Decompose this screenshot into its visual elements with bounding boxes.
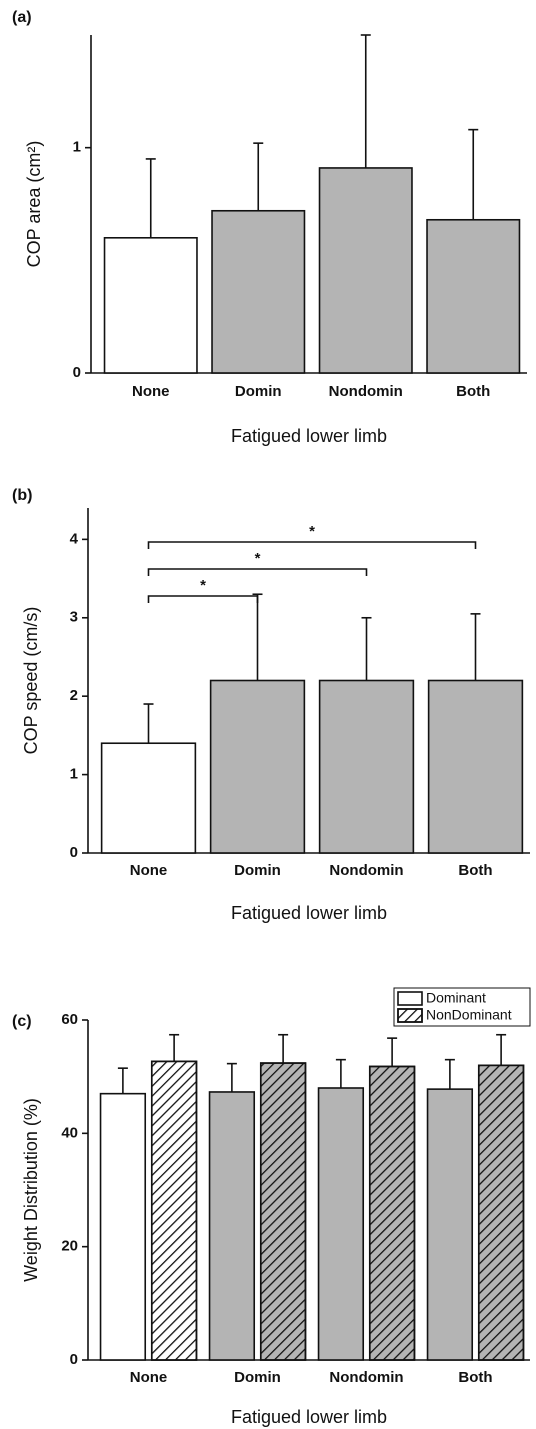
significance-star: * [200,577,206,594]
x-tick-label: Both [458,1369,492,1386]
bar [208,1091,256,1361]
panel-label: (c) [12,1013,32,1030]
bar [426,218,521,374]
x-tick-label: None [130,862,168,879]
significance-bracket [147,541,477,549]
y-tick-label: 20 [61,1238,78,1255]
bar-hatch [477,1064,525,1361]
panel-label: (b) [12,487,32,504]
bar [103,237,198,374]
y-tick-label: 2 [70,687,78,704]
y-tick-label: 1 [70,766,78,783]
x-axis-label: Fatigued lower limb [231,903,387,923]
x-tick-label: Domin [235,383,282,400]
x-tick-label: Both [456,383,490,400]
y-tick-label: 0 [73,364,81,381]
x-axis-label: Fatigued lower limb [231,1407,387,1427]
bar [318,167,413,374]
legend-swatch [397,991,423,1006]
y-tick-label: 1 [73,139,81,156]
x-tick-label: Domin [234,1369,281,1386]
y-tick-label: 60 [61,1011,78,1028]
y-tick-label: 40 [61,1124,78,1141]
y-axis-label: COP area (cm²) [24,141,44,268]
bar [209,679,306,854]
bar-hatch [259,1062,307,1361]
x-tick-label: Nondomin [329,383,403,400]
legend-label: NonDominant [426,1007,512,1023]
bar [100,742,197,854]
significance-bracket [147,568,368,576]
bar [318,679,415,854]
y-tick-label: 0 [70,1351,78,1368]
bar [317,1087,365,1361]
y-axis-label: Weight Distribution (%) [21,1098,41,1282]
significance-star: * [309,523,315,540]
x-axis-label: Fatigued lower limb [231,426,387,446]
bar [99,1092,147,1361]
legend-label: Dominant [426,990,486,1006]
significance-bracket [147,595,259,603]
y-tick-label: 3 [70,609,78,626]
panel-label: (a) [12,9,32,26]
x-tick-label: Domin [234,862,281,879]
x-tick-label: None [130,1369,168,1386]
x-tick-label: Both [458,862,492,879]
y-tick-label: 0 [70,844,78,861]
bar [426,1088,474,1361]
bar-hatch [150,1060,198,1361]
x-tick-label: None [132,383,170,400]
y-tick-label: 4 [70,530,79,547]
bar [427,679,524,854]
x-tick-label: Nondomin [329,1369,403,1386]
significance-star: * [255,550,261,567]
y-axis-label: COP speed (cm/s) [21,607,41,755]
bar-hatch [368,1065,416,1361]
legend-hatch [397,1008,423,1023]
bar [211,209,306,374]
x-tick-label: Nondomin [329,862,403,879]
